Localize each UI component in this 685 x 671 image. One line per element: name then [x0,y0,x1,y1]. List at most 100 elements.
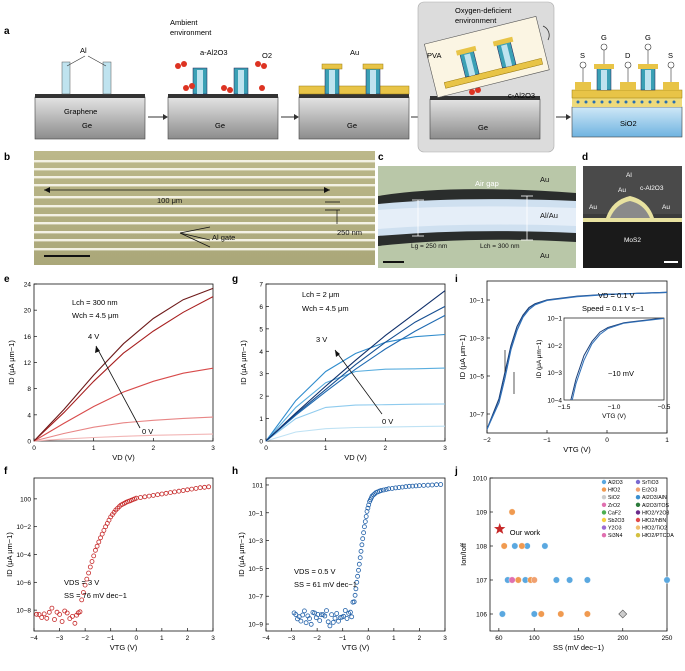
ambient-label-line2: environment [170,28,212,37]
chart-h-point [357,555,363,561]
chart-j-xlabel: SS (mV dec−1) [553,643,605,652]
chart-j-point [530,576,538,584]
terminal-d: D [625,51,631,60]
chart-h-point [429,482,435,488]
sio2-label: SiO2 [620,119,637,128]
chart-f-point [184,487,190,493]
chart-j-legend-swatch [635,487,641,492]
chart-i-frame [486,280,668,434]
chart-i-ytick-label: 10−1 [469,298,484,305]
chart-f-point [163,490,169,496]
chart-i-ytick-label: 10−7 [469,412,484,419]
chart-h-point [347,609,353,615]
chart-i-inset-xtick: −0.5 [658,404,671,411]
e-gate-arrow-head [95,346,100,353]
chart-f-point [72,620,78,626]
chart-j-legend-swatch [635,533,641,538]
c-air-gap: Air gap [475,179,499,188]
chart-j-point [537,610,545,618]
chart-i-inset-plot [570,318,664,400]
chart-e-series-line [33,287,214,442]
chart-e-xlabel: VD (V) [112,453,135,462]
chart-i-inset-line [570,318,664,400]
chart-f-point [49,605,55,611]
chart-f-point [159,491,165,497]
chart-h-point [349,614,355,620]
e-0v: 0 V [142,427,153,436]
chart-e-ytick-label: 12 [24,360,32,367]
chart-f-ytick-label: 10−4 [16,552,31,559]
chart-i-series-line [487,291,667,430]
chart-j-legend-entry: Al2O3/TOS [642,503,669,509]
chart-h-xtick-label: −4 [262,635,270,642]
gate-stripe [34,205,375,208]
chart-j-legend-swatch [635,495,641,500]
chart-h-point [353,586,359,592]
chart-h-point [301,608,307,614]
o2-label: O2 [262,51,272,60]
chart-h-point [293,612,299,617]
chart-f-ytick-label: 10−2 [16,524,31,531]
chart-f-point [189,486,195,492]
g-gate-arrow [334,349,383,415]
chart-e-xtick-label: 0 [32,445,36,452]
ge-label-2: Ge [215,121,225,130]
chart-f-point [155,492,161,498]
chart-j-point [557,610,565,618]
chart-h-point [410,483,416,489]
chart-g-xtick-label: 2 [384,445,388,452]
chart-h-point [438,482,444,487]
panel-c: c Au Air gap Al/Au Au Lg = 250 nm Lch = … [378,152,576,268]
panel-label-a: a [4,26,10,37]
gate-stripe [34,214,375,217]
chart-f-ytick-label: 10−6 [16,580,31,587]
chart-h-point [364,508,370,514]
chart-j-point [508,576,516,584]
chart-h-point [342,608,348,613]
chart-f-point [64,610,70,616]
chart-g-series-line [265,425,446,442]
chart-f-xtick-label: −1 [107,635,115,642]
chart-f-ytick-label: 100 [20,496,31,503]
chart-h-point [361,524,367,530]
chart-g-frame [265,283,446,442]
chart-i-xtick-label: 1 [665,437,669,444]
g-lch: Lch = 2 μm [302,290,339,299]
chart-h-point [351,599,357,605]
c-au-top: Au [540,175,549,184]
chart-h-xtick-label: 3 [443,635,447,642]
chart-f-xtick-label: −2 [81,635,89,642]
chart-j-legend-swatch [635,479,641,485]
chart-f-xtick-label: 1 [160,635,164,642]
chart-j-legend-entry: HfO2/hBN [642,518,666,524]
chart-i-plot-area [487,291,667,430]
c-al-au: Al/Au [540,211,558,220]
g-3v: 3 V [316,335,327,344]
chart-e-series-line [33,296,214,442]
chart-j-legend-entry: Y2O3 [608,526,622,532]
chart-e-ytick-label: 20 [24,308,32,315]
chart-f-point [34,611,39,617]
gap-label: 250 nm [337,228,362,237]
chart-j-point [663,576,671,584]
chart-f-point [57,612,62,617]
chart-h-point [434,482,439,488]
chart-f-point [197,485,203,491]
chart-h-point [360,536,366,542]
chart-e-xtick-label: 1 [92,445,96,452]
chart-j-legend-entry: Er2O3 [642,488,657,494]
arrow-1-head [163,114,168,120]
chart-e-ytick-label: 8 [27,386,31,393]
chart-h-point [393,485,399,491]
step3-au: Au Ge [298,48,410,140]
gate-stripe [34,231,375,234]
chart-j-legend-swatch [601,495,607,500]
gate-stripe [34,184,375,187]
d-au-left: Au [589,204,597,211]
panel-a: a Al Graphene Ge Ambie [4,1,683,153]
chart-h-point [341,613,347,619]
chart-h-point [362,519,368,524]
chart-h-xtick-label: 2 [418,635,422,642]
chart-e-series-line [33,416,214,442]
chart-j-point [566,576,573,584]
